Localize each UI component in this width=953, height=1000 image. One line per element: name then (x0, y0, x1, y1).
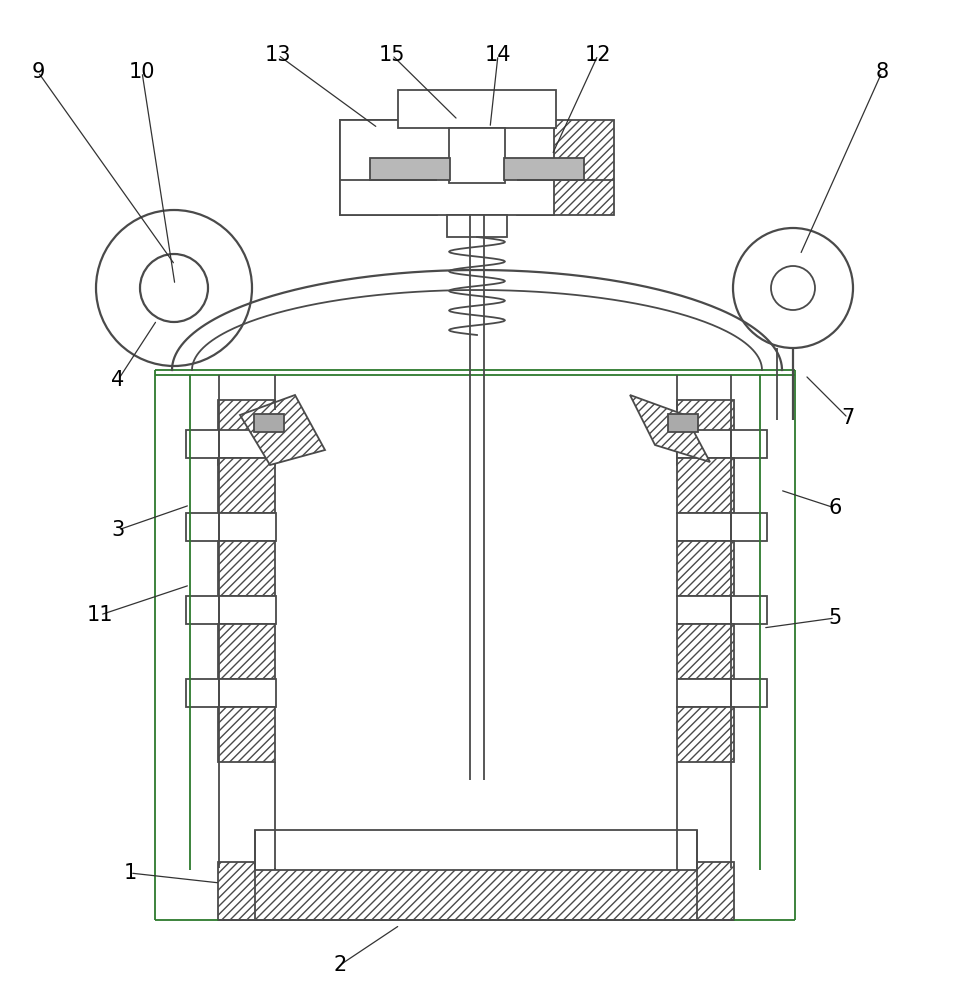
Bar (397, 90, 556, 128)
Text: 7: 7 (841, 408, 854, 428)
Bar (677, 679, 766, 707)
Bar (677, 430, 766, 458)
Bar (253, 414, 284, 432)
Bar (503, 158, 583, 180)
Bar (677, 458, 733, 513)
Bar (186, 679, 275, 707)
Text: 2: 2 (333, 955, 346, 975)
Bar (677, 513, 766, 541)
Text: 8: 8 (875, 62, 887, 82)
Polygon shape (629, 395, 709, 462)
Bar (186, 430, 275, 458)
Text: 3: 3 (112, 520, 125, 540)
Text: 15: 15 (378, 45, 405, 65)
Text: 5: 5 (827, 608, 841, 628)
Text: 9: 9 (31, 62, 45, 82)
Bar (370, 158, 450, 180)
Bar (677, 400, 733, 465)
Bar (254, 830, 697, 870)
Bar (677, 596, 766, 624)
Bar (186, 513, 275, 541)
Text: 6: 6 (827, 498, 841, 518)
Bar (218, 458, 274, 513)
Text: 12: 12 (584, 45, 611, 65)
Bar (218, 541, 274, 596)
Bar (517, 120, 614, 215)
Bar (677, 624, 733, 679)
Bar (667, 414, 698, 432)
Bar (186, 596, 275, 624)
Bar (218, 862, 733, 920)
Text: 14: 14 (484, 45, 511, 65)
Bar (339, 120, 554, 215)
Bar (677, 707, 733, 762)
Polygon shape (240, 395, 325, 465)
Bar (677, 541, 733, 596)
Bar (339, 120, 436, 215)
Text: 10: 10 (129, 62, 155, 82)
Bar (449, 128, 504, 183)
Bar (447, 215, 506, 237)
Bar (218, 400, 274, 465)
Text: 4: 4 (112, 370, 125, 390)
Text: 11: 11 (87, 605, 113, 625)
Text: 13: 13 (265, 45, 291, 65)
Bar (218, 624, 274, 679)
Text: 1: 1 (123, 863, 136, 883)
Bar (218, 707, 274, 762)
